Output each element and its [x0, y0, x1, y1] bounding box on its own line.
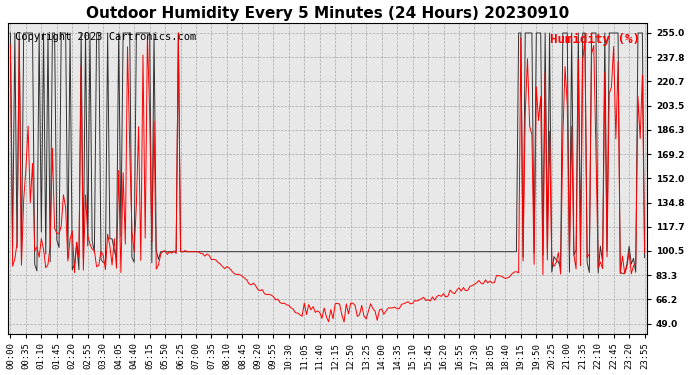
- Text: Copyright 2023 Cartronics.com: Copyright 2023 Cartronics.com: [14, 32, 196, 42]
- Title: Outdoor Humidity Every 5 Minutes (24 Hours) 20230910: Outdoor Humidity Every 5 Minutes (24 Hou…: [86, 6, 569, 21]
- Text: Humidity (%): Humidity (%): [551, 32, 640, 45]
